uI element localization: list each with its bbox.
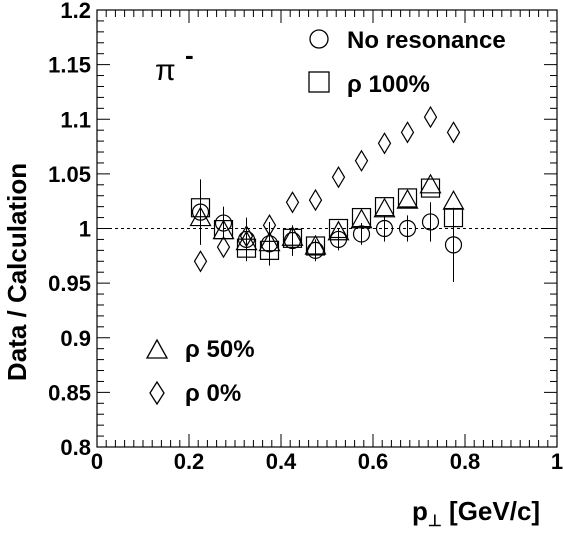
circle-marker (375, 219, 394, 238)
x-axis-title: p⊥ [GeV/c] (412, 496, 540, 530)
legend-label-rho-0: ρ 0% (185, 380, 241, 407)
y-tick-label: 1 (79, 217, 91, 242)
tick-labels: 0 0.2 0.4 0.6 0.8 1 0.8 0.85 0.9 0.95 1 1.05 1.1 1.15… (48, 0, 563, 474)
legend-label-no-resonance: No resonance (347, 27, 506, 54)
y-tick-label: 0.8 (60, 435, 91, 460)
circle-marker (421, 213, 440, 231)
diamond-marker (285, 191, 300, 214)
circle-marker (352, 225, 371, 243)
diamond-marker (400, 121, 415, 144)
particle-annotation-sup: - (185, 40, 194, 70)
square-marker (420, 178, 441, 198)
series-triangle (189, 173, 465, 255)
x-tick-label: 1 (551, 449, 563, 474)
diamond-marker (446, 121, 461, 144)
triangle-marker (419, 173, 442, 194)
series-diamond (193, 105, 461, 273)
x-tick-label: 0.8 (450, 449, 481, 474)
y-tick-label: 0.95 (48, 271, 91, 296)
legend-label-rho-50: ρ 50% (185, 336, 255, 363)
square-marker (282, 228, 303, 248)
x-tick-label: 0.2 (174, 449, 205, 474)
triangle-marker (235, 230, 258, 251)
legend-marker-square (308, 71, 330, 93)
diamond-marker (216, 235, 231, 259)
diamond-marker (354, 149, 369, 172)
triangle-marker (373, 197, 396, 218)
triangle-marker (304, 234, 327, 255)
data-markers (189, 105, 465, 283)
diamond-marker (308, 188, 323, 212)
square-marker (190, 198, 211, 218)
y-tick-label: 1.05 (48, 162, 91, 187)
circle-marker (214, 214, 233, 232)
diamond-marker (423, 105, 438, 129)
triangle-marker (212, 219, 235, 240)
square-marker (443, 207, 464, 228)
y-tick-label: 0.85 (48, 380, 91, 405)
diamond-marker (193, 250, 208, 273)
x-tick-label: 0 (91, 449, 103, 474)
triangle-marker (396, 188, 419, 209)
legend-marker-triangle (145, 338, 169, 359)
y-tick-label: 1.15 (48, 53, 91, 78)
triangle-marker (189, 206, 212, 227)
legend-label-rho-100: ρ 100% (347, 71, 430, 98)
circle-marker (398, 219, 417, 238)
y-axis-title: Data / Calculation (2, 163, 32, 381)
legend-bottom-left: ρ 50% ρ 0% (145, 336, 255, 407)
triangle-marker (281, 226, 304, 246)
circle-marker (444, 236, 463, 254)
diamond-marker (331, 165, 346, 189)
legend-marker-circle (309, 29, 329, 49)
triangle-marker (442, 189, 465, 210)
y-tick-label: 1.2 (60, 0, 91, 23)
diamond-marker (239, 224, 254, 248)
triangle-marker (327, 220, 350, 241)
particle-annotation: π (155, 54, 176, 87)
x-tick-label: 0.4 (266, 449, 297, 474)
diamond-marker (262, 214, 277, 237)
triangle-marker (350, 208, 373, 229)
legend-marker-diamond (149, 380, 165, 406)
y-tick-label: 1.1 (60, 107, 91, 132)
axes-ticks (96, 9, 558, 448)
legend-top-right: No resonance ρ 100% (308, 27, 506, 98)
diamond-marker (377, 132, 392, 155)
triangle-marker (258, 231, 281, 252)
square-marker (328, 218, 349, 239)
y-tick-label: 0.9 (60, 326, 91, 351)
x-tick-label: 0.6 (358, 449, 389, 474)
circle-marker (191, 203, 210, 221)
